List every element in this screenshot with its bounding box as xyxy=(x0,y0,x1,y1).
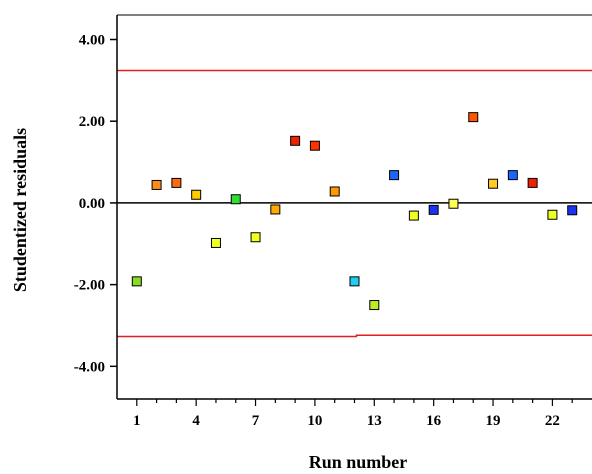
data-point xyxy=(131,276,142,287)
x-tick-label: 7 xyxy=(252,413,260,429)
x-tick-label: 16 xyxy=(426,413,442,429)
data-point xyxy=(547,209,558,220)
x-axis-label: Run number xyxy=(309,452,408,472)
data-point xyxy=(270,204,281,215)
data-point xyxy=(349,276,360,287)
data-point xyxy=(527,177,538,188)
data-point xyxy=(448,198,459,209)
data-points xyxy=(131,112,578,311)
data-point xyxy=(428,204,439,215)
data-point xyxy=(369,300,380,311)
data-point xyxy=(309,140,320,151)
x-tick-label: 19 xyxy=(486,413,501,429)
data-point xyxy=(488,178,499,189)
data-point xyxy=(210,237,221,248)
x-tick-label: 4 xyxy=(192,413,200,429)
data-point xyxy=(468,112,479,123)
data-point xyxy=(408,210,419,221)
lower-limit-line xyxy=(117,334,592,338)
data-point xyxy=(230,194,241,205)
data-point xyxy=(389,170,400,181)
x-tick-label: 10 xyxy=(307,413,322,429)
x-tick-label: 1 xyxy=(133,413,141,429)
data-point xyxy=(567,205,578,216)
data-point xyxy=(151,179,162,190)
data-point xyxy=(329,186,340,197)
data-point xyxy=(507,170,518,181)
y-tick-label: 0.00 xyxy=(79,196,105,212)
plot-frame xyxy=(116,14,592,400)
y-tick-label: 2.00 xyxy=(79,114,105,130)
y-tick-label: 4.00 xyxy=(79,33,105,49)
axis-ticks: 4.00 2.00 0.00 -2.00 -4.00 1 4 7 10 13 16 19 22 xyxy=(74,33,573,429)
data-point xyxy=(171,177,182,188)
data-point xyxy=(290,135,301,146)
data-point xyxy=(191,189,202,200)
y-tick-label: -4.00 xyxy=(74,359,105,375)
reference-lines xyxy=(117,69,592,338)
y-tick-label: -2.00 xyxy=(74,278,105,294)
x-tick-label: 22 xyxy=(545,413,560,429)
y-axis-label: Studentized residuals xyxy=(10,128,30,292)
data-point xyxy=(250,232,261,243)
x-tick-label: 13 xyxy=(367,413,382,429)
